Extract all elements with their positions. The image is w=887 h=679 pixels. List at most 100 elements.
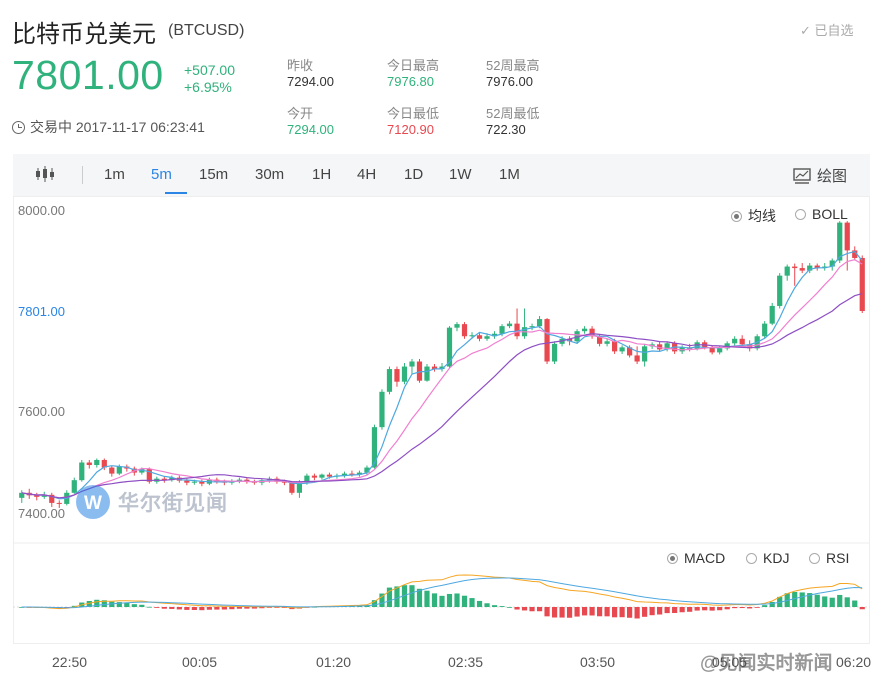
macd-bar [852, 600, 858, 607]
candle [604, 341, 610, 344]
macd-bar [206, 607, 212, 610]
macd-bar [439, 595, 445, 607]
watchlist-toggle[interactable]: ✓ 已自选 [800, 20, 854, 39]
candle [694, 342, 700, 349]
ma2-line [21, 259, 863, 499]
candle [326, 474, 333, 477]
macd-bar [476, 600, 483, 607]
stat-day-high: 今日最高 7976.80 [387, 55, 439, 89]
stat-value: 7294.00 [287, 74, 334, 89]
price-change: +507.00 [184, 62, 235, 78]
weibo-watermark: @见闻实时新闻 [700, 653, 833, 674]
candle [844, 222, 850, 251]
candle [769, 305, 775, 324]
macd-bar [544, 607, 550, 617]
macd-bar [146, 606, 152, 608]
macd-bar [199, 607, 205, 611]
candle [581, 328, 588, 332]
x-tick-label: 00:05 [182, 654, 218, 670]
macd-bar [266, 607, 272, 608]
indicator-label: 均线 [748, 208, 776, 224]
macd-bar [251, 607, 257, 609]
candle [139, 469, 145, 473]
candle [551, 343, 558, 362]
chart-area[interactable] [13, 196, 870, 644]
macd-bar [702, 607, 708, 611]
candle [491, 333, 498, 337]
interval-4h[interactable]: 4H [357, 166, 377, 183]
candle [627, 347, 633, 356]
radio-icon [731, 211, 742, 222]
candle [484, 336, 490, 339]
indicator-label: MACD [684, 550, 726, 566]
candle [86, 462, 92, 466]
stat-value: 7976.00 [486, 74, 533, 89]
macd-bar [94, 599, 100, 607]
macd-bar [829, 597, 835, 607]
stat-open: 今开 7294.00 [287, 103, 334, 137]
interval-30m[interactable]: 30m [255, 166, 285, 183]
watchlist-label: 已自选 [814, 23, 854, 38]
macd-bar [536, 607, 543, 612]
macd-bar [379, 593, 385, 607]
asset-code: (BTCUSD) [168, 22, 245, 39]
macd-bar [807, 593, 813, 607]
candle [807, 265, 813, 271]
candle [19, 492, 25, 498]
macd-bar [401, 585, 408, 607]
macd-bar [86, 600, 92, 607]
macd-bar [221, 607, 227, 610]
macd-dif-line [21, 574, 863, 610]
macd-bar [724, 607, 730, 610]
candle [536, 319, 543, 327]
candle [319, 474, 325, 478]
candle [41, 494, 47, 497]
macd-bar [814, 594, 820, 607]
interval-1w[interactable]: 1W [449, 166, 472, 183]
candlestick-icon[interactable] [35, 165, 55, 187]
candle [506, 323, 513, 327]
macd-bar [454, 593, 460, 607]
candle [777, 275, 783, 306]
x-tick-label: 01:20 [316, 654, 352, 670]
interval-1m[interactable]: 1m [104, 166, 125, 183]
indicator-ma-option[interactable]: 均线 [731, 206, 776, 226]
candle [544, 319, 550, 362]
macd-bar [214, 607, 220, 610]
candle [356, 472, 363, 475]
stat-label: 昨收 [287, 58, 314, 73]
price-change-block: +507.00 +6.95% [184, 62, 235, 96]
candle [469, 335, 475, 337]
interval-5m[interactable]: 5m [151, 166, 172, 183]
draw-button[interactable]: 绘图 [793, 165, 847, 188]
candle [799, 268, 805, 271]
macd-bar [596, 607, 603, 617]
macd-bar [837, 594, 843, 607]
candle [596, 336, 603, 344]
x-tick-label: 05:05 [712, 654, 748, 670]
x-tick-label: 02:35 [448, 654, 484, 670]
macd-bar [612, 607, 618, 618]
indicator-rsi-option[interactable]: RSI [809, 550, 849, 566]
indicator-kdj-option[interactable]: KDJ [746, 550, 789, 566]
interval-15m[interactable]: 15m [199, 166, 229, 183]
macd-bar [506, 606, 513, 608]
macd-bar [694, 607, 700, 611]
candle [116, 466, 122, 474]
indicator-macd-option[interactable]: MACD [667, 550, 725, 566]
interval-1d[interactable]: 1D [404, 166, 424, 183]
candle [341, 473, 348, 476]
macd-bar [409, 585, 415, 607]
indicator-boll-option[interactable]: BOLL [795, 206, 848, 222]
candle [657, 344, 663, 350]
candle [461, 324, 468, 337]
clock-icon [12, 121, 25, 134]
interval-1h[interactable]: 1H [312, 166, 332, 183]
macd-bar [664, 607, 670, 614]
macd-bar [627, 607, 633, 618]
candle [416, 361, 423, 381]
macd-bar [649, 607, 655, 616]
macd-bar [769, 601, 775, 607]
interval-1mo[interactable]: 1M [499, 166, 520, 183]
candle [386, 369, 393, 392]
